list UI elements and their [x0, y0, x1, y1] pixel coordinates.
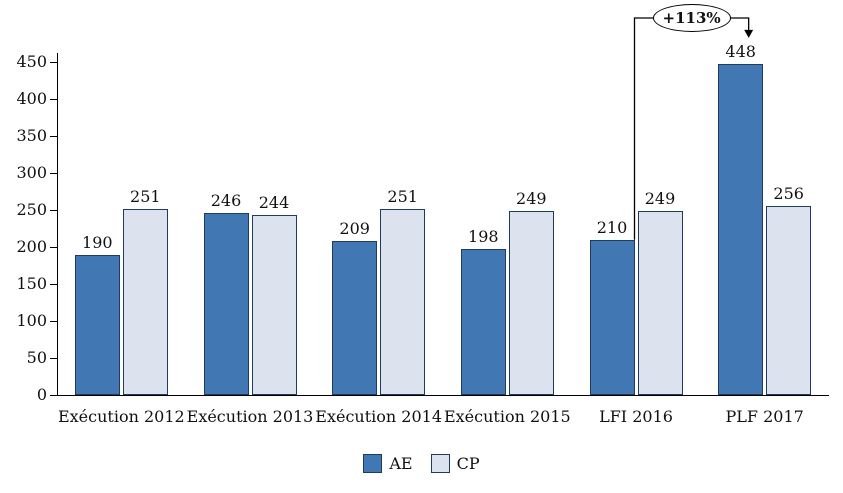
value-label: 251 [130, 187, 161, 207]
y-tick-label: 450 [16, 52, 47, 72]
y-tick-mark [50, 284, 57, 286]
bar-ae [74, 254, 120, 395]
legend-swatch-cp [430, 453, 450, 473]
bar-cp [508, 210, 554, 395]
value-label: 256 [773, 183, 804, 203]
y-tick-mark [50, 247, 57, 249]
value-label: 249 [644, 188, 676, 208]
y-tick-mark [50, 99, 57, 101]
y-tick-label: 300 [16, 163, 47, 183]
value-label: 251 [387, 187, 418, 207]
y-tick-mark [50, 173, 57, 175]
y-tick-label: 350 [16, 126, 47, 146]
value-label: 448 [725, 41, 756, 61]
y-tick-mark [50, 136, 57, 138]
x-axis-line [57, 395, 829, 396]
value-label: 244 [258, 192, 290, 212]
y-tick-label: 200 [16, 237, 47, 257]
bar-cp [122, 209, 168, 395]
y-axis-line [57, 53, 58, 396]
category-label: Exécution 2014 [315, 407, 443, 426]
bar-cp [637, 210, 683, 395]
category-label: Exécution 2015 [443, 407, 571, 426]
annotation-label: +113% [662, 9, 721, 27]
y-tick-mark [50, 358, 57, 360]
y-tick-label: 250 [16, 200, 47, 220]
legend: AE CP [0, 449, 843, 477]
y-tick-label: 100 [16, 311, 47, 331]
y-tick-label: 400 [16, 89, 47, 109]
y-tick-mark [50, 210, 57, 212]
y-tick-mark [50, 62, 57, 64]
category-label: Exécution 2013 [186, 407, 314, 426]
legend-label-cp: CP [456, 453, 480, 473]
y-tick-label: 0 [36, 385, 47, 404]
y-tick-mark [50, 321, 57, 323]
bar-ae [203, 213, 249, 395]
bar-ae [589, 239, 635, 395]
y-tick-label: 50 [26, 348, 47, 368]
category-label: PLF 2017 [725, 407, 804, 426]
y-tick-label: 150 [16, 274, 47, 294]
legend-item-cp: CP [430, 453, 480, 473]
value-label: 209 [339, 218, 370, 238]
arrowhead-icon [744, 29, 754, 38]
value-label: 249 [516, 188, 547, 208]
bar-ae [718, 63, 764, 395]
bar-cp [251, 214, 297, 395]
category-label: Exécution 2012 [57, 407, 185, 426]
legend-label-ae: AE [389, 453, 413, 473]
bar-ae [460, 248, 506, 395]
y-tick-mark [50, 395, 57, 396]
legend-item-ae: AE [363, 453, 413, 473]
bar-cp [380, 209, 426, 395]
legend-swatch-ae [363, 453, 383, 473]
bar-ae [332, 240, 378, 395]
category-label: LFI 2016 [599, 407, 673, 426]
value-label: 198 [468, 226, 499, 246]
value-label: 246 [210, 191, 242, 211]
value-label: 190 [82, 232, 113, 252]
annotation-bubble: +113% [652, 4, 731, 32]
bar-cp [766, 205, 812, 395]
value-label: 210 [596, 217, 628, 237]
